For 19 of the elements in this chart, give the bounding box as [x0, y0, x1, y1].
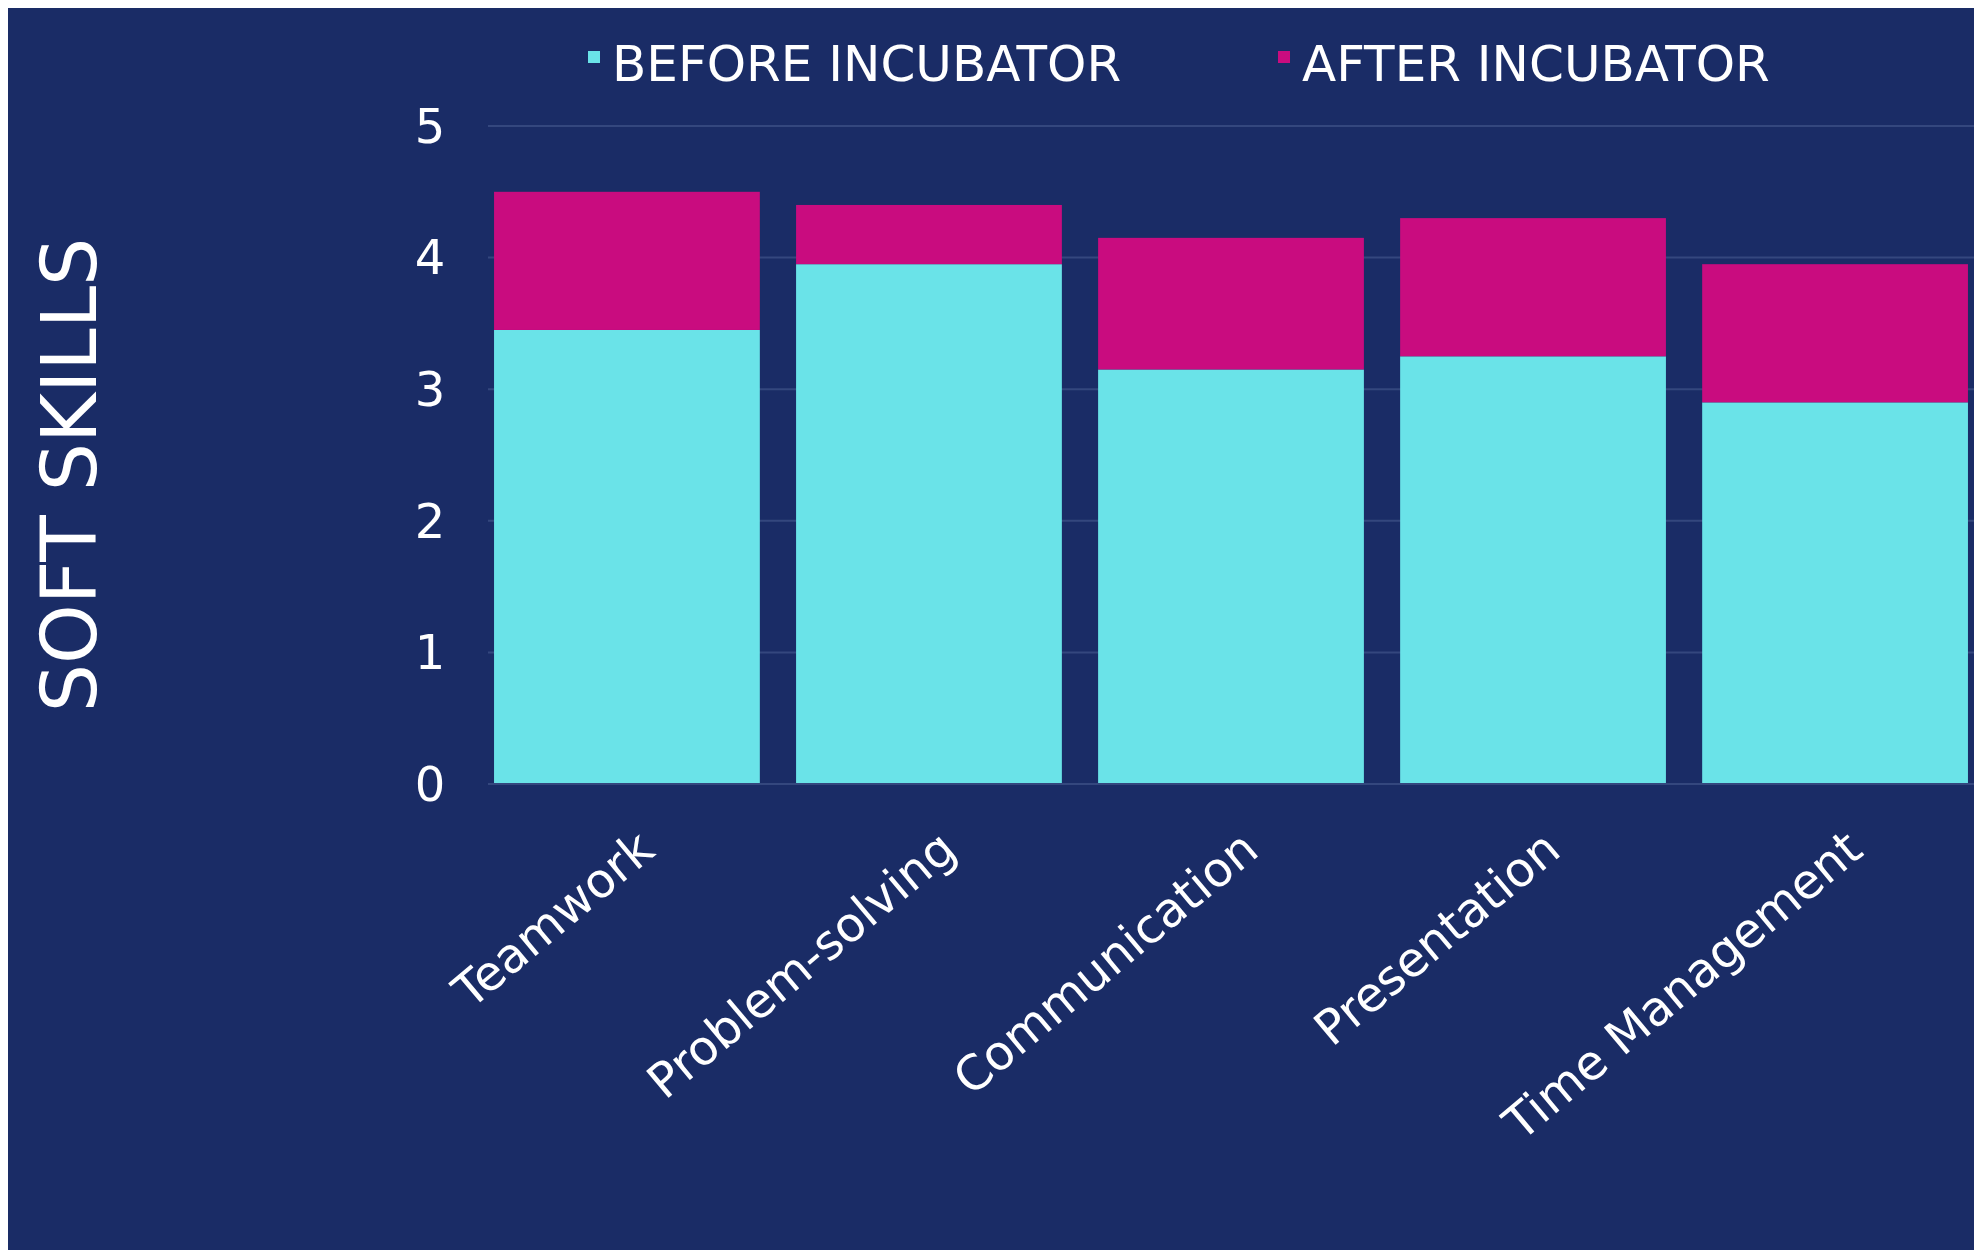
y-axis-title: SOFT SKILLS [25, 237, 114, 713]
y-tick-label: 0 [414, 755, 446, 812]
y-tick-label: 1 [414, 624, 446, 681]
bar [1702, 264, 1968, 403]
legend-label: AFTER INCUBATOR [1302, 34, 1770, 93]
legend-label: BEFORE INCUBATOR [612, 34, 1122, 93]
bar [1702, 402, 1968, 784]
bar [494, 329, 760, 784]
y-tick-label: 3 [414, 361, 446, 417]
bar [796, 204, 1062, 265]
bar [1400, 218, 1666, 357]
y-tick-label: 2 [414, 492, 446, 549]
bar [1400, 356, 1666, 784]
bar [1098, 369, 1364, 784]
y-tick-label: 4 [414, 229, 446, 286]
bar [494, 191, 760, 330]
bar [796, 264, 1062, 784]
bar [1098, 237, 1364, 370]
y-tick-label: 5 [414, 97, 446, 154]
